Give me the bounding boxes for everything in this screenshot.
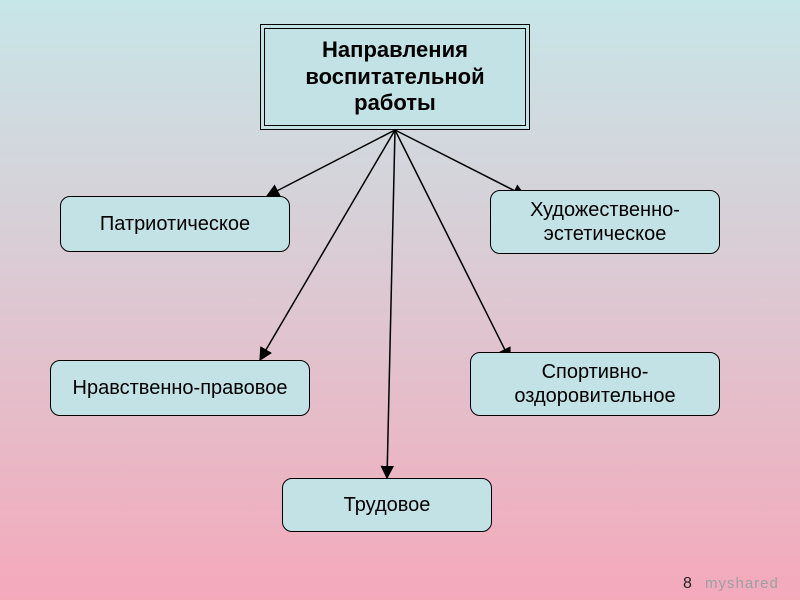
diagram-canvas: myshared 8 Направления воспитательной ра…	[0, 0, 800, 600]
edge	[387, 130, 395, 478]
node-n5: Трудовое	[282, 478, 492, 532]
node-n2: Художественно- эстетическое	[490, 190, 720, 254]
node-label: Направления воспитательной работы	[305, 37, 484, 116]
page-number: 8	[683, 575, 692, 593]
node-label: Патриотическое	[100, 212, 250, 236]
node-n3: Нравственно-правовое	[50, 360, 310, 416]
edge	[395, 130, 525, 196]
node-n1: Патриотическое	[60, 196, 290, 252]
node-n4: Спортивно- оздоровительное	[470, 352, 720, 416]
node-label: Спортивно- оздоровительное	[514, 360, 675, 408]
node-label: Трудовое	[344, 493, 431, 517]
node-label: Нравственно-правовое	[73, 376, 288, 400]
edge	[267, 130, 395, 196]
node-label: Художественно- эстетическое	[530, 198, 680, 246]
node-root: Направления воспитательной работы	[260, 24, 530, 130]
watermark: myshared	[705, 575, 779, 592]
